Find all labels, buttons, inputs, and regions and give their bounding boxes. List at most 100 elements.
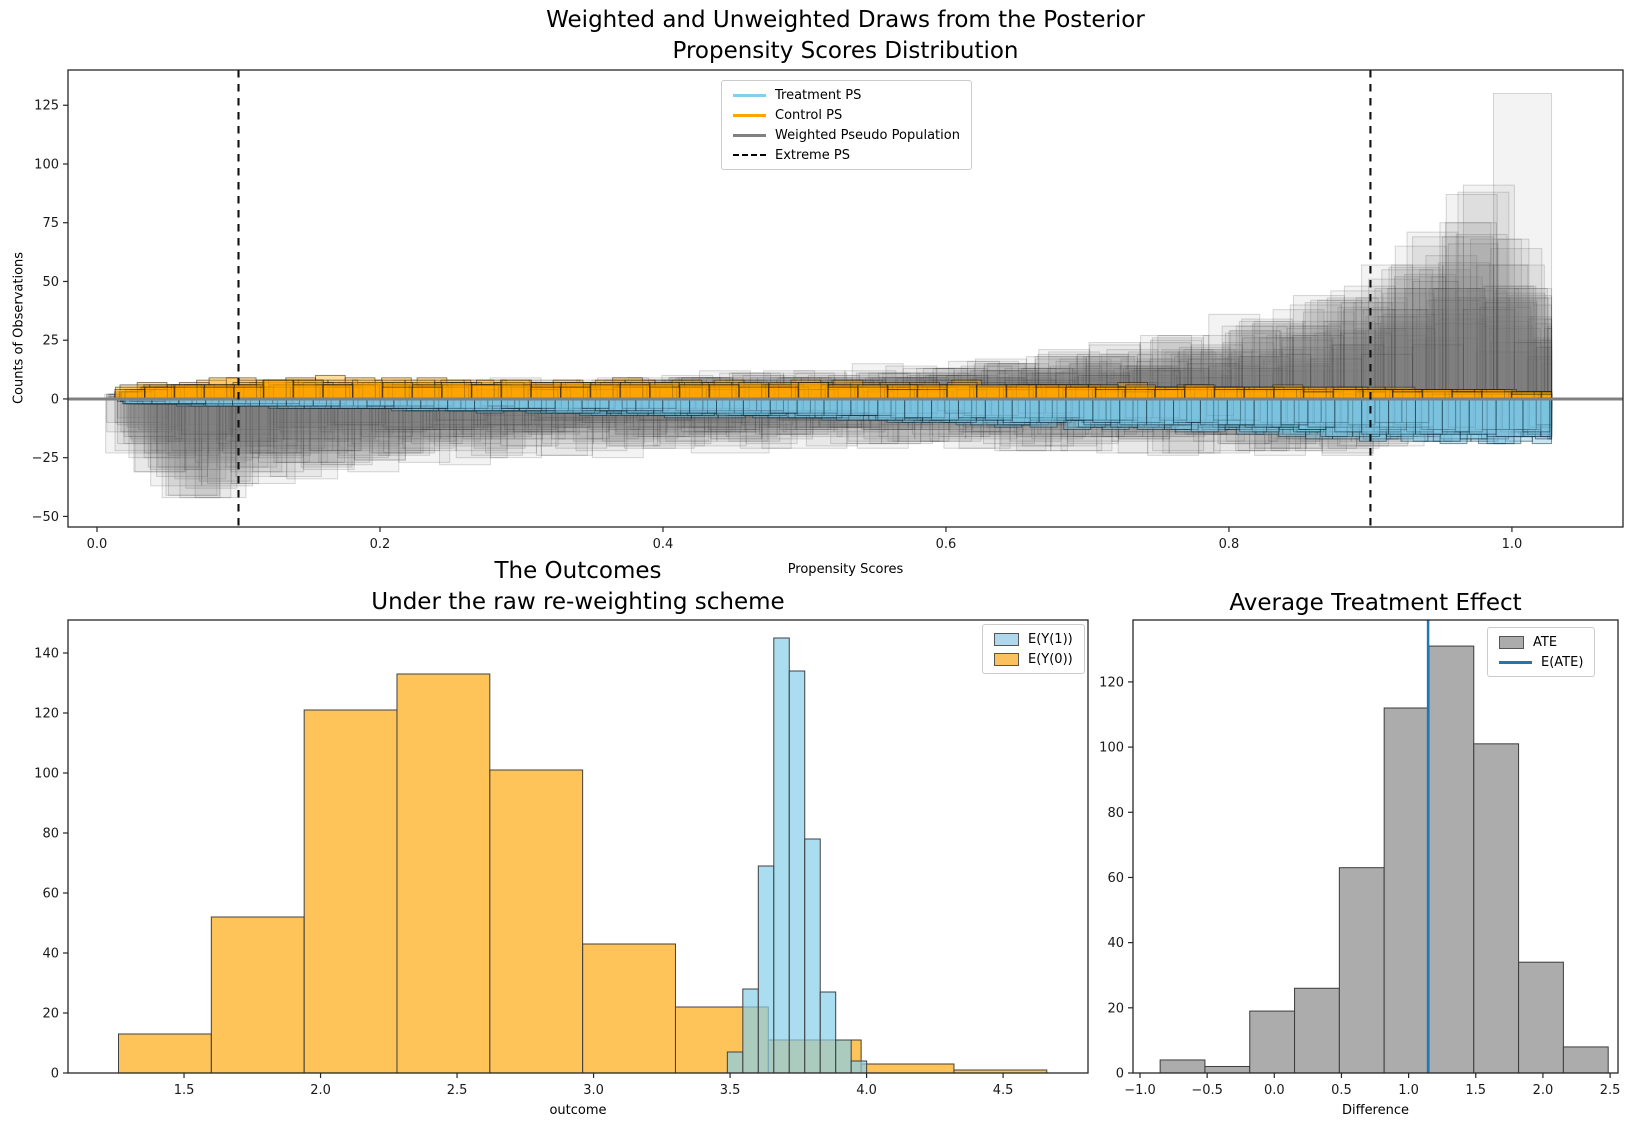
treatment-ps-bar [1173, 398, 1201, 423]
x-tick-label: 2.0 [310, 1083, 331, 1098]
weighted-pseudo-population-above-bar [1279, 332, 1332, 400]
control-ps-bar [827, 386, 859, 400]
treatment-ps-bar [1253, 398, 1282, 428]
treatment-ps-bar [689, 398, 718, 414]
weighted-pseudo-population-above-bar [1428, 288, 1481, 400]
weighted-pseudo-population-above-bar [1253, 320, 1306, 400]
legend-item: E(Y(0)) [985, 649, 1082, 669]
outcomes-bar [788, 670, 806, 1074]
weighted-pseudo-population-above-bar [1442, 264, 1495, 400]
treatment-ps-bar [1522, 398, 1551, 433]
control-ps-bar [560, 386, 591, 400]
line-swatch-icon [733, 113, 766, 117]
posterior-title-line1: Weighted and Unweighted Draws from the P… [546, 7, 1145, 33]
y-tick-label: 20 [1107, 1001, 1124, 1016]
x-tick-label: 0.4 [653, 537, 674, 552]
ate-series-ATE [1159, 645, 1609, 1074]
weighted-pseudo-population-above-bar [1438, 262, 1491, 400]
ate-bar [1338, 867, 1385, 1074]
y-tick-label: 20 [42, 1007, 59, 1022]
line-swatch-icon [733, 133, 766, 137]
y-tick-label: 0 [51, 392, 59, 407]
weighted-pseudo-population-above-bar [1343, 309, 1396, 400]
posterior-plot [68, 70, 1623, 527]
weighted-pseudo-population-above-bar [1462, 309, 1515, 400]
weighted-pseudo-population-above-bar [1484, 285, 1537, 400]
weighted-pseudo-population-above-bar [1101, 372, 1154, 400]
patch-swatch-icon [994, 632, 1019, 646]
treatment-ps-bar [957, 398, 986, 419]
legend-item: Extreme PS [724, 145, 969, 165]
weighted-pseudo-population-above-bar [1493, 292, 1546, 400]
legend-item: ATE [1490, 632, 1592, 652]
outcomes-bar [396, 673, 491, 1074]
weighted-pseudo-population-above-bar [1323, 320, 1376, 400]
weighted-pseudo-population-above-bar [1310, 299, 1363, 400]
treatment-ps-bar [1119, 398, 1148, 426]
weighted-pseudo-population-above-bar [1434, 323, 1487, 400]
legend-label: E(Y(0)) [1028, 651, 1073, 667]
treatment-ps-bar [1038, 398, 1067, 423]
outcomes-bar [118, 1033, 212, 1074]
ate-bar [1249, 1010, 1296, 1074]
weighted-pseudo-population-above-bar [1123, 367, 1175, 400]
weighted-pseudo-population-above-bar [868, 372, 921, 400]
weighted-pseudo-population-above-bar [1508, 297, 1553, 400]
y-tick-label: 100 [1099, 741, 1124, 756]
weighted-pseudo-population-above-bar [1479, 306, 1532, 400]
x-tick-label: 2.5 [447, 1083, 468, 1098]
outcomes-bar [303, 709, 398, 1074]
treatment-ps-bar [1441, 398, 1470, 433]
treatment-ps-bar [877, 398, 906, 421]
treatment-ps-bar [1226, 398, 1255, 426]
weighted-pseudo-population-above-bar [1481, 325, 1534, 400]
y-tick-label: −25 [32, 451, 59, 466]
control-ps-bar [441, 381, 472, 400]
ate-plot-title: Average Treatment Effect [1133, 588, 1618, 619]
weighted-pseudo-population-above-bar [1224, 332, 1277, 400]
control-ps-bar [589, 384, 621, 400]
weighted-pseudo-population-above-bar [1365, 316, 1418, 400]
weighted-pseudo-population-above-bar [1490, 248, 1543, 400]
weighted-pseudo-population-above-bar [1425, 255, 1478, 400]
y-tick-label: 25 [42, 334, 59, 349]
weighted-pseudo-population-above-bar [1416, 309, 1469, 400]
treatment-ps-bar [931, 398, 959, 421]
weighted-pseudo-population-above-bar [1485, 302, 1538, 400]
x-tick-label: 0.8 [1219, 537, 1240, 552]
posterior-legend: Treatment PS Control PS Weighted Pseudo Po… [721, 80, 972, 170]
weighted-pseudo-population-above-bar [1072, 367, 1125, 400]
legend-label: E(Y(1)) [1028, 631, 1073, 647]
weighted-pseudo-population-above-bar [935, 367, 988, 400]
ate-bar [1562, 1046, 1609, 1074]
ate-bar [1428, 645, 1475, 1074]
treatment-ps-bar [904, 398, 933, 419]
weighted-pseudo-population-above-bar [1379, 320, 1432, 400]
legend-item: Control PS [724, 105, 969, 125]
treatment-ps-bar [1280, 398, 1309, 426]
weighted-pseudo-population-above-bar [1382, 292, 1435, 400]
x-tick-label: 4.5 [993, 1083, 1014, 1098]
treatment-ps-bar [662, 398, 691, 414]
weighted-pseudo-population-above-bar [1425, 337, 1477, 400]
treatment-ps-bar [1065, 398, 1094, 421]
weighted-pseudo-population-above-bar [1208, 365, 1261, 400]
outcomes-bar [773, 637, 790, 1074]
treatment-ps-bar [716, 398, 744, 416]
y-tick-label: 0 [51, 1067, 59, 1082]
outcomes-plot-title: The Outcomes Under the raw re-weighting … [68, 556, 1088, 618]
weighted-pseudo-population-above-bar [851, 363, 904, 400]
weighted-pseudo-population-above-bar [1377, 316, 1430, 400]
weighted-pseudo-population-above-bar [1266, 335, 1319, 400]
outcomes-bar [489, 769, 584, 1074]
outcomes-bar [742, 988, 759, 1074]
treatment-ps-bar [1011, 398, 1040, 423]
weighted-pseudo-population-above-bar [1513, 288, 1553, 400]
weighted-pseudo-population-above-bar [1455, 233, 1508, 400]
weighted-pseudo-population-above-outlier-bar [1493, 92, 1553, 400]
control-ps-bar [381, 386, 413, 400]
x-tick-label: 1.5 [174, 1083, 195, 1098]
weighted-pseudo-population-above-bar [1445, 222, 1497, 400]
ate-legend: ATE E(ATE) [1487, 627, 1596, 677]
